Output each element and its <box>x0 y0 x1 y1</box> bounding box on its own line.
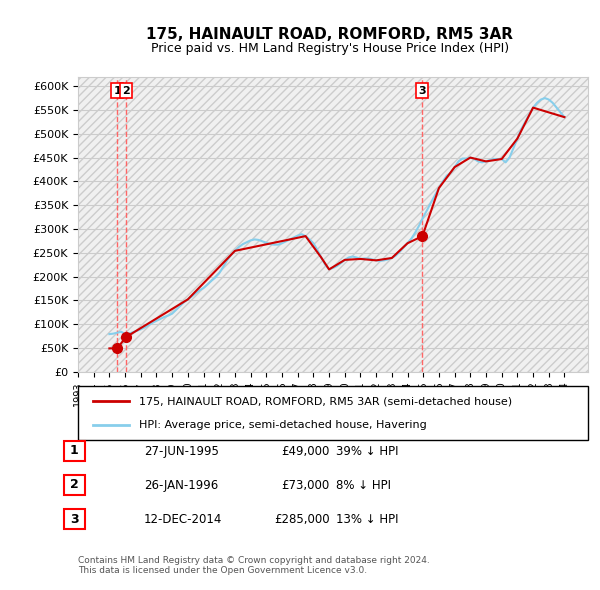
Text: 1: 1 <box>70 444 79 457</box>
Text: £73,000: £73,000 <box>282 479 330 492</box>
Text: 1: 1 <box>113 86 121 96</box>
Text: 8% ↓ HPI: 8% ↓ HPI <box>336 479 391 492</box>
Text: £285,000: £285,000 <box>274 513 330 526</box>
Text: £49,000: £49,000 <box>281 445 330 458</box>
Text: Contains HM Land Registry data © Crown copyright and database right 2024.
This d: Contains HM Land Registry data © Crown c… <box>78 556 430 575</box>
Text: 175, HAINAULT ROAD, ROMFORD, RM5 3AR: 175, HAINAULT ROAD, ROMFORD, RM5 3AR <box>146 27 514 41</box>
Text: 3: 3 <box>70 513 79 526</box>
Text: 175, HAINAULT ROAD, ROMFORD, RM5 3AR (semi-detached house): 175, HAINAULT ROAD, ROMFORD, RM5 3AR (se… <box>139 396 512 407</box>
Text: 13% ↓ HPI: 13% ↓ HPI <box>336 513 398 526</box>
Text: 3: 3 <box>419 86 426 96</box>
FancyBboxPatch shape <box>64 441 85 461</box>
Text: 12-DEC-2014: 12-DEC-2014 <box>144 513 223 526</box>
Text: Price paid vs. HM Land Registry's House Price Index (HPI): Price paid vs. HM Land Registry's House … <box>151 42 509 55</box>
Text: 2: 2 <box>122 86 130 96</box>
FancyBboxPatch shape <box>64 509 85 529</box>
FancyBboxPatch shape <box>64 475 85 495</box>
Text: 2: 2 <box>70 478 79 491</box>
Text: HPI: Average price, semi-detached house, Havering: HPI: Average price, semi-detached house,… <box>139 419 427 430</box>
FancyBboxPatch shape <box>78 386 588 440</box>
Text: 39% ↓ HPI: 39% ↓ HPI <box>336 445 398 458</box>
Text: 27-JUN-1995: 27-JUN-1995 <box>144 445 219 458</box>
Text: 26-JAN-1996: 26-JAN-1996 <box>144 479 218 492</box>
